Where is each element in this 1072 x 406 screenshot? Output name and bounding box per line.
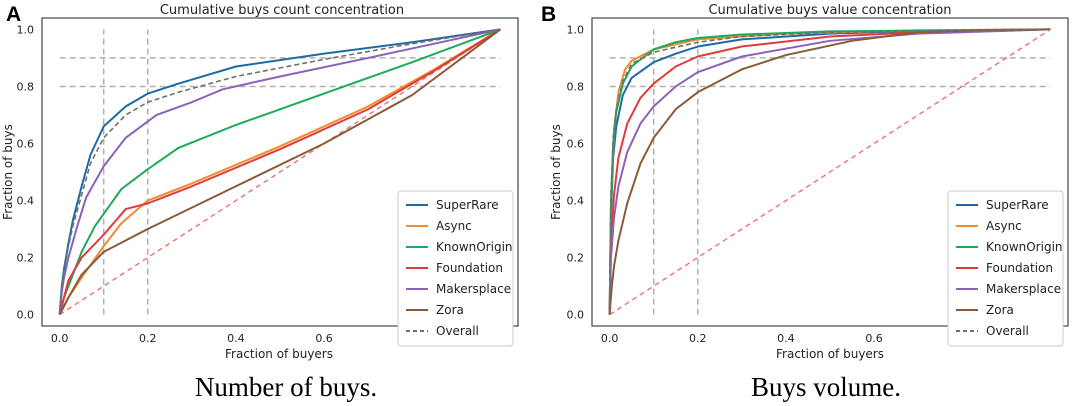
series-line-a-overall xyxy=(58,28,501,315)
series-line-a-foundation xyxy=(58,28,501,315)
diagonal-line-b xyxy=(609,28,1051,316)
series-line-a-knownorigin xyxy=(58,28,501,315)
series-line-a-zora xyxy=(58,28,501,316)
series-line-b-makersplace xyxy=(608,28,1051,315)
x-tick-label-b-1: 0.2 xyxy=(689,332,707,345)
y-tick-label-a-2: 0.4 xyxy=(17,195,35,208)
caption-b: Buys volume. xyxy=(751,372,901,402)
legend-label-b-knownorigin: KnownOrigin xyxy=(986,240,1063,254)
x-axis-label-a: Fraction of buyers xyxy=(225,347,333,361)
legend-label-a-zora: Zora xyxy=(436,303,464,317)
legend-label-a-async: Async xyxy=(436,219,472,233)
y-tick-label-a-1: 0.2 xyxy=(17,252,35,265)
x-tick-label-a-3: 0.6 xyxy=(315,332,333,345)
legend-label-a-foundation: Foundation xyxy=(436,261,503,275)
legend-box-b xyxy=(947,190,1064,347)
x-tick-label-a-0: 0.0 xyxy=(51,332,69,345)
series-line-a-superrare xyxy=(58,28,501,315)
diagonal-line-a xyxy=(59,28,501,316)
legend-label-a-knownorigin: KnownOrigin xyxy=(436,240,513,254)
legend-label-b-async: Async xyxy=(986,219,1022,233)
series-group-b xyxy=(608,28,1051,315)
y-tick-label-a-3: 0.6 xyxy=(17,137,35,150)
x-tick-label-a-1: 0.2 xyxy=(139,332,157,345)
legend-a: SuperRare Async KnownOrigin Foundation Maker… xyxy=(397,190,514,347)
y-tick-label-b-0: 0.0 xyxy=(567,309,585,322)
legend-box-a xyxy=(397,190,514,347)
diagonal-a xyxy=(59,28,501,316)
x-tick-label-a-2: 0.4 xyxy=(227,332,245,345)
series-group-a xyxy=(58,28,501,316)
x-tick-label-b-3: 0.6 xyxy=(865,332,883,345)
y-tick-label-a-0: 0.0 xyxy=(17,309,35,322)
y-ticks-a: 0.0 0.2 0.4 0.6 0.8 1.0 xyxy=(17,23,35,321)
y-axis-label-b: Fraction of buys xyxy=(549,124,563,220)
series-line-a-makersplace xyxy=(58,28,501,315)
reference-lines-b xyxy=(609,29,1051,315)
legend-label-b-overall: Overall xyxy=(986,324,1029,338)
x-axis-label-b: Fraction of buyers xyxy=(776,347,884,361)
series-line-b-zora xyxy=(608,28,1051,315)
y-ticks-b: 0.0 0.2 0.4 0.6 0.8 1.0 xyxy=(567,23,585,321)
legend-label-a-overall: Overall xyxy=(436,324,479,338)
y-tick-label-a-5: 1.0 xyxy=(17,23,35,36)
panel-b: B Cumulative buys value concentration 0.… xyxy=(541,3,1069,402)
legend-b: SuperRare Async KnownOrigin Foundation Maker… xyxy=(947,190,1064,347)
caption-a: Number of buys. xyxy=(195,372,377,402)
y-tick-label-a-4: 0.8 xyxy=(17,80,35,93)
panel-letter-a: A xyxy=(6,3,21,26)
diagonal-b xyxy=(609,28,1051,316)
reference-lines-a xyxy=(59,29,501,315)
x-tick-label-b-2: 0.4 xyxy=(777,332,795,345)
panel-a: A Cumulative buys count concentration 0.… xyxy=(1,3,519,402)
legend-label-a-superrare: SuperRare xyxy=(436,198,499,212)
y-axis-label-a: Fraction of buys xyxy=(1,124,15,220)
y-tick-label-b-2: 0.4 xyxy=(567,195,585,208)
legend-label-b-foundation: Foundation xyxy=(986,261,1053,275)
y-tick-label-b-4: 0.8 xyxy=(567,80,585,93)
y-tick-label-b-5: 1.0 xyxy=(567,23,585,36)
chart-title-b: Cumulative buys value concentration xyxy=(708,3,951,18)
legend-label-b-zora: Zora xyxy=(986,303,1014,317)
x-tick-label-b-0: 0.0 xyxy=(601,332,619,345)
legend-label-a-makersplace: Makersplace xyxy=(436,282,511,296)
y-tick-label-b-1: 0.2 xyxy=(567,252,585,265)
y-tick-label-b-3: 0.6 xyxy=(567,137,585,150)
legend-label-b-superrare: SuperRare xyxy=(986,198,1049,212)
chart-title-a: Cumulative buys count concentration xyxy=(160,3,404,18)
series-line-b-foundation xyxy=(608,28,1051,315)
legend-label-b-makersplace: Makersplace xyxy=(986,282,1061,296)
panel-letter-b: B xyxy=(541,3,556,26)
